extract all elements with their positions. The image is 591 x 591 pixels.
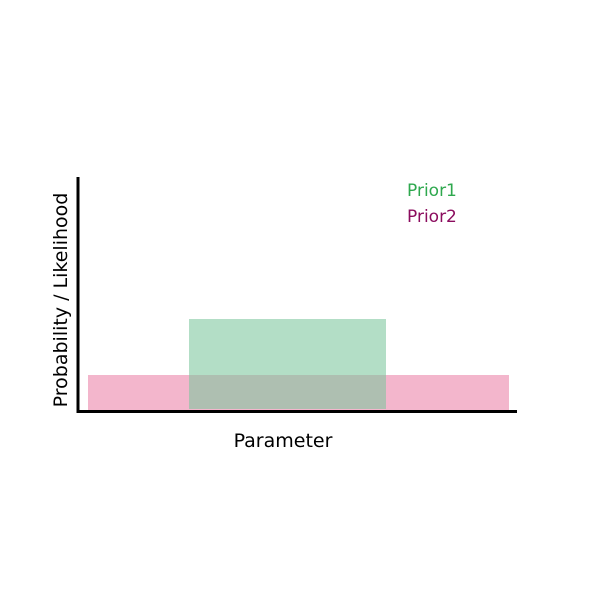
legend-prior1: Prior1 <box>407 181 457 201</box>
legend-prior2: Prior2 <box>407 207 457 227</box>
y-axis-label: Probability / Likelihood <box>50 193 72 408</box>
prior1-box <box>189 319 386 409</box>
x-axis-label: Parameter <box>234 430 333 452</box>
